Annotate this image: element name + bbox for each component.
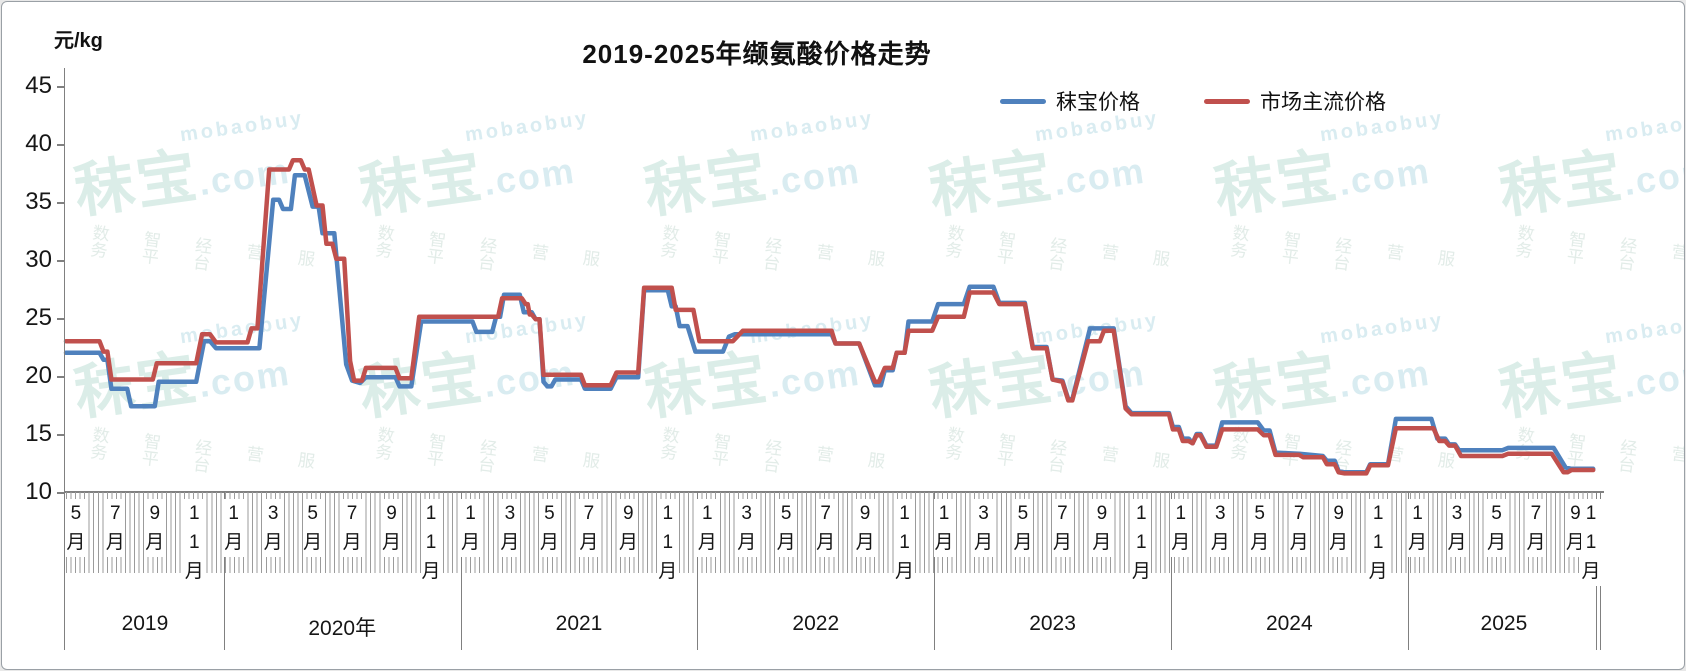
- x-tick-label: 9 月: [618, 499, 639, 557]
- x-tick-label: 5 月: [1249, 499, 1270, 557]
- x-tick-label: 9 月: [855, 499, 876, 557]
- y-tick-label: 40: [25, 130, 52, 157]
- x-tick-label: 9 月: [144, 499, 165, 557]
- x-tick-label: 3 月: [736, 499, 757, 557]
- x-tick-label: 9 月: [1091, 499, 1112, 557]
- y-tick-label: 45: [25, 72, 52, 99]
- x-tick-label: 7 月: [815, 499, 836, 557]
- y-tick-label: 15: [25, 420, 52, 447]
- x-tick-label: 3 月: [1210, 499, 1231, 557]
- x-tick-label: 5 月: [302, 499, 323, 557]
- legend-item-market-price[interactable]: 市场主流价格: [1204, 86, 1386, 116]
- x-tick-label: 1 月: [934, 499, 955, 557]
- x-year-label: 2021: [555, 612, 603, 635]
- x-tick-label: 5 月: [65, 499, 86, 557]
- year-separator: [460, 492, 462, 650]
- x-tick-label: 1 1 月: [1368, 499, 1389, 586]
- y-tick-label: 30: [25, 246, 52, 273]
- x-year-label: 2024: [1265, 612, 1313, 635]
- x-tick-label: 1 1 月: [1131, 499, 1152, 586]
- y-tick: [57, 318, 64, 320]
- y-tick: [57, 144, 64, 146]
- legend-label-mobao-price: 秣宝价格: [1056, 91, 1140, 114]
- x-year-label: 2023: [1029, 612, 1076, 635]
- year-separator: [1170, 492, 1172, 650]
- year-separator: [934, 492, 936, 650]
- y-tick-label: 25: [25, 304, 52, 331]
- x-tick-label: 1 月: [697, 499, 718, 557]
- y-tick: [57, 202, 64, 204]
- red-line-swatch-icon: [1204, 98, 1250, 104]
- y-tick: [57, 492, 64, 494]
- x-tick-label: 7 月: [342, 499, 363, 557]
- x-tick-label: 9 月: [1328, 499, 1349, 557]
- x-tick-label: 3 月: [973, 499, 994, 557]
- x-tick-label: 1 月: [460, 499, 481, 557]
- x-tick-label: 7 月: [105, 499, 126, 557]
- x-tick-label: 1 1 月: [421, 499, 442, 586]
- x-tick-label: 1 1 月: [894, 499, 915, 586]
- x-tick-label: 9 月: [1565, 499, 1586, 557]
- x-tick-label: 7 月: [1289, 499, 1310, 557]
- y-tick: [57, 260, 64, 262]
- x-year-label: 2022: [792, 612, 840, 635]
- x-tick-label: 1 1 月: [184, 499, 205, 586]
- x-year-label: 2020年: [308, 617, 377, 640]
- x-tick-label: 5 月: [1486, 499, 1507, 557]
- x-tick-label: 1 月: [1170, 499, 1191, 557]
- y-tick: [57, 434, 64, 436]
- y-tick-label: 35: [25, 188, 52, 215]
- legend-label-market-price: 市场主流价格: [1260, 91, 1386, 114]
- y-axis-line: [64, 68, 65, 650]
- x-tick-label: 7 月: [1525, 499, 1546, 557]
- x-tick-label: 9 月: [381, 499, 402, 557]
- y-tick-label: 10: [25, 478, 52, 505]
- x-tick-label: 7 月: [1052, 499, 1073, 557]
- year-separator: [223, 492, 225, 650]
- legend: 秣宝价格 市场主流价格: [1000, 86, 1386, 116]
- series-line-market-price: [63, 157, 1596, 476]
- x-tick-label: 1 1 月: [657, 499, 678, 586]
- x-tick-label: 3 月: [263, 499, 284, 557]
- x-year-label: 2019: [121, 612, 169, 635]
- x-tick-label: 5 月: [1012, 499, 1033, 557]
- y-axis-title: 元/kg: [54, 30, 103, 52]
- x-tick-label: 5 月: [776, 499, 797, 557]
- x-tick-label: 1 月: [1407, 499, 1428, 557]
- x-axis-line: [64, 491, 1605, 493]
- x-tick-label: 3 月: [1447, 499, 1468, 557]
- x-tick-label: 1 月: [223, 499, 244, 557]
- chart-title: 2019-2025年缬氨酸价格走势: [582, 39, 932, 69]
- y-tick: [57, 86, 64, 88]
- year-separator: [1407, 492, 1409, 650]
- x-tick-label: 7 月: [578, 499, 599, 557]
- legend-item-mobao-price[interactable]: 秣宝价格: [1000, 86, 1140, 116]
- y-tick: [57, 376, 64, 378]
- x-tick-label: 5 月: [539, 499, 560, 557]
- y-tick-label: 20: [25, 362, 52, 389]
- x-year-label: 2025: [1480, 612, 1528, 635]
- x-tick-label: 3 月: [499, 499, 520, 557]
- x-tick-label: 1 1 月: [1581, 499, 1601, 586]
- year-separator: [697, 492, 699, 650]
- blue-line-swatch-icon: [1000, 98, 1046, 104]
